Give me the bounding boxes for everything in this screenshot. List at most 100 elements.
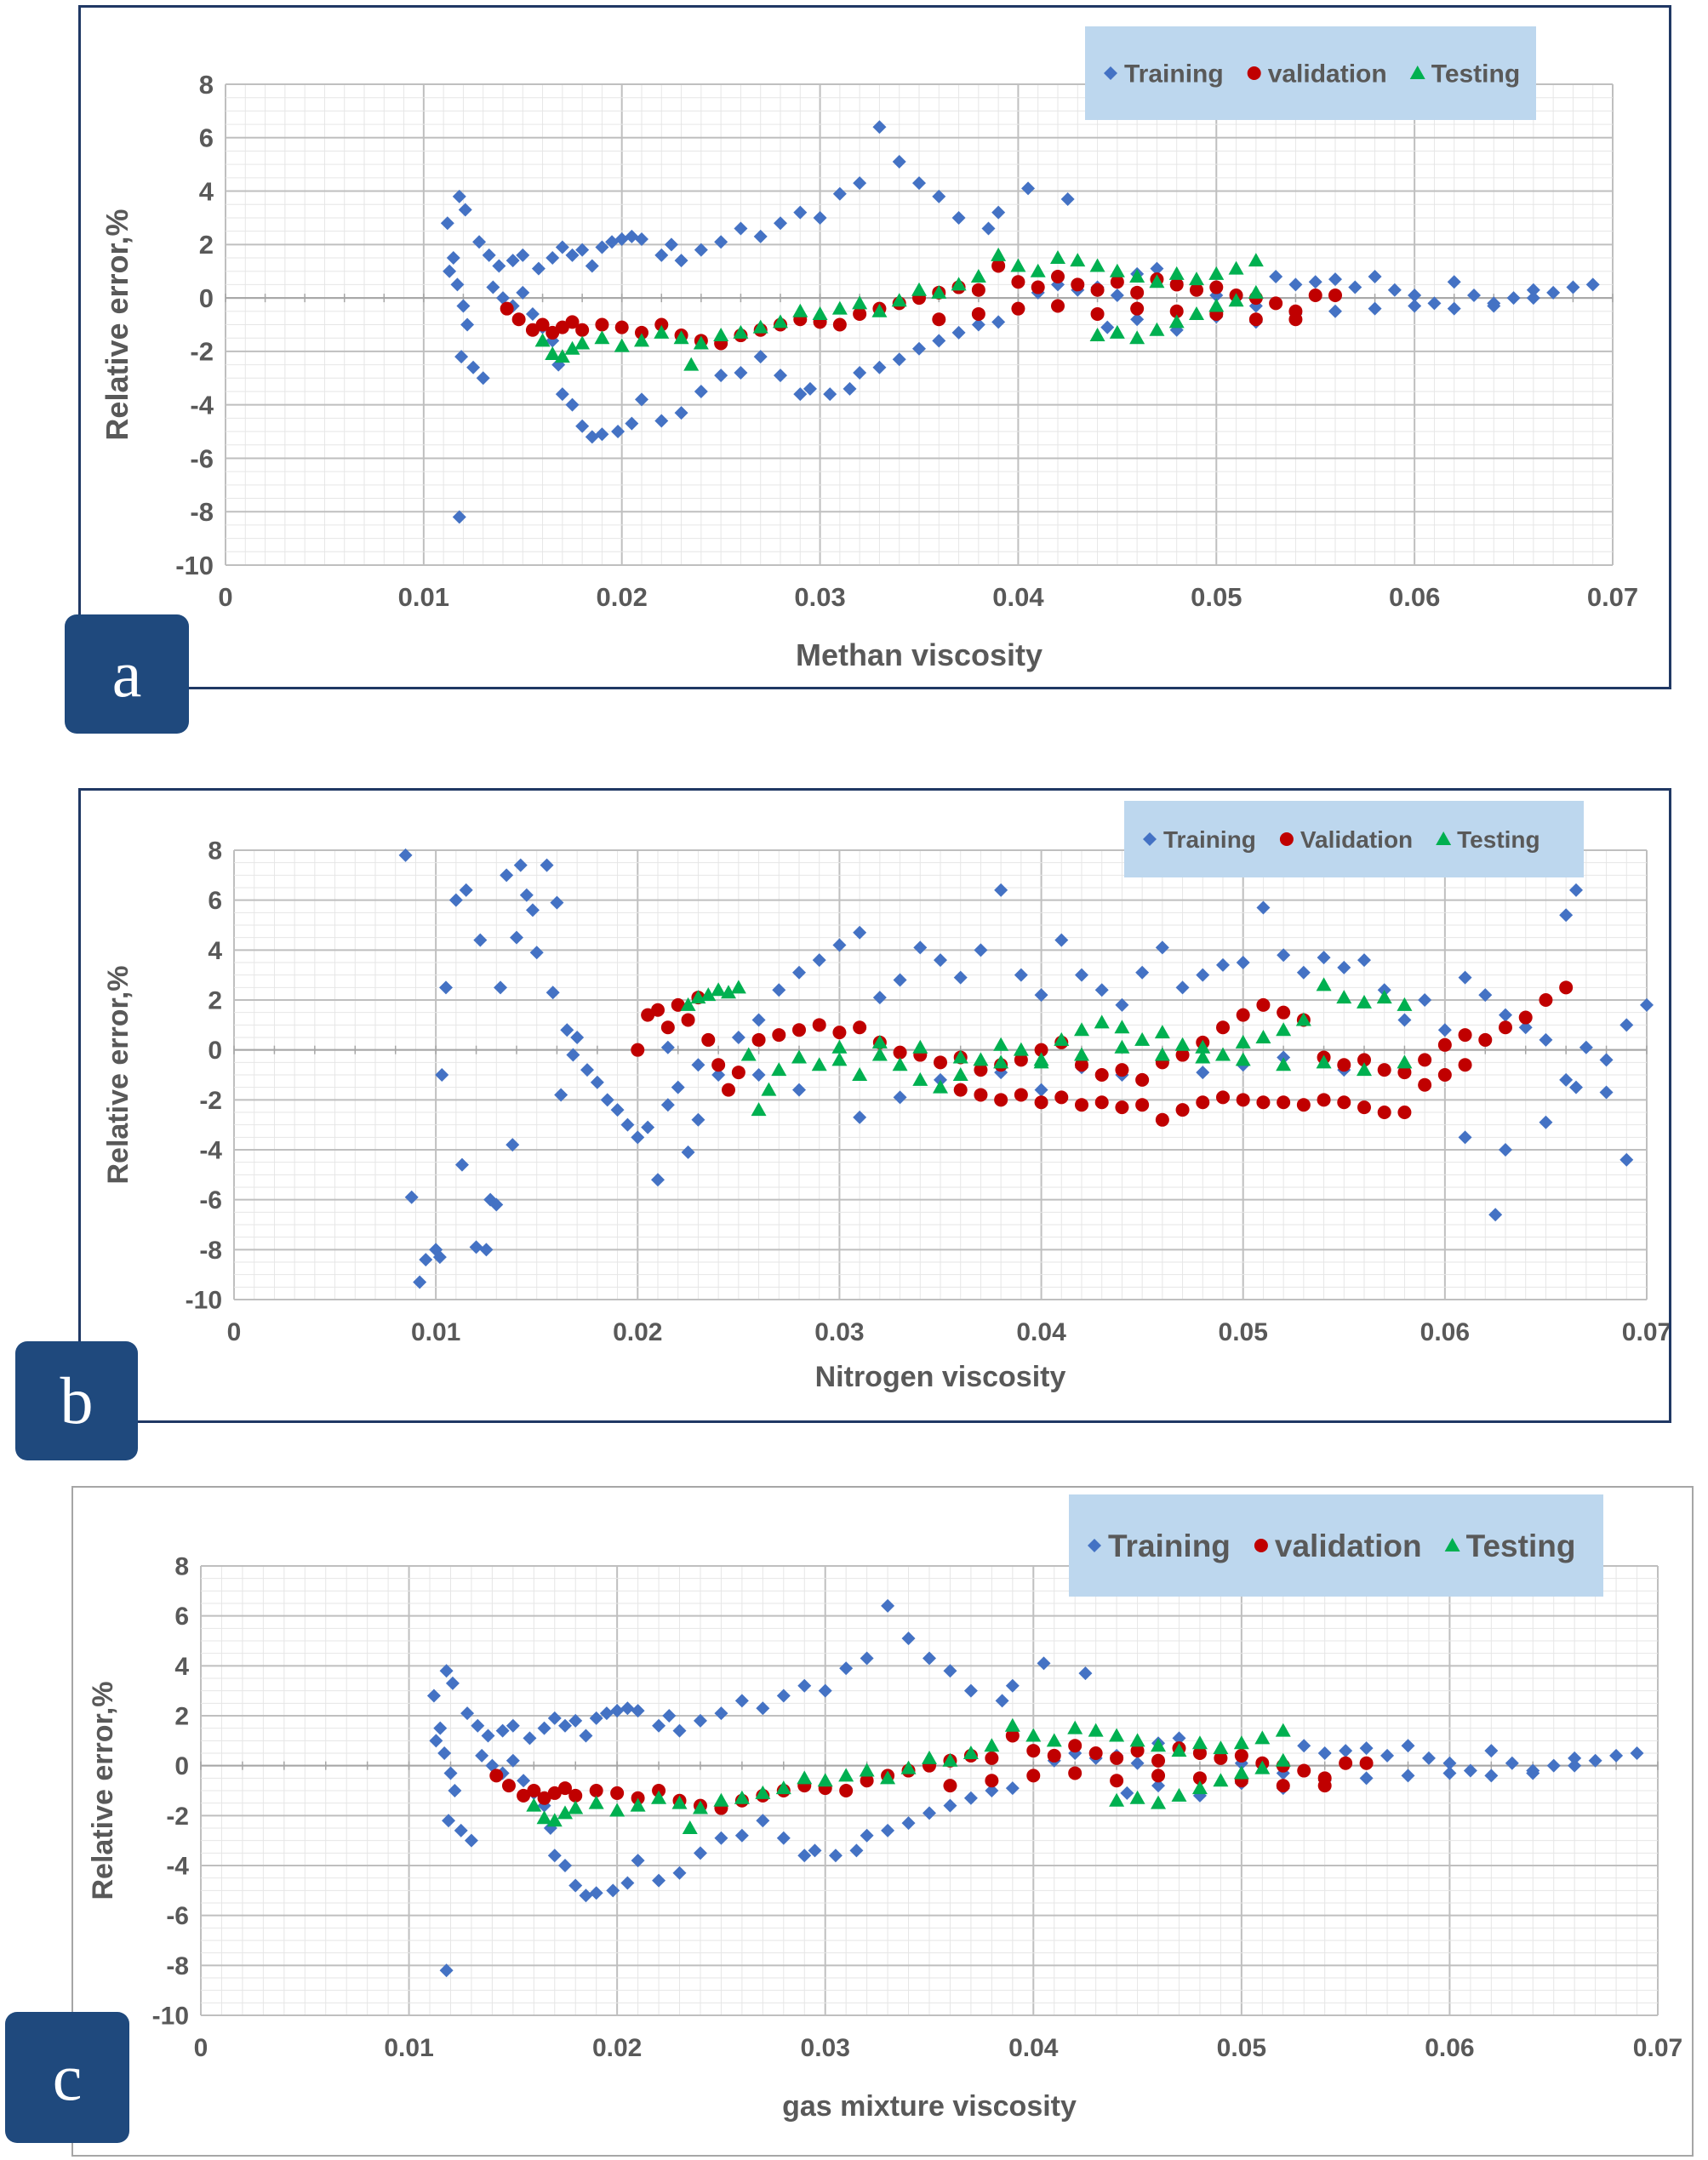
y-tick-label: -6 — [166, 1902, 189, 1930]
data-point-training — [753, 350, 768, 364]
data-point-training — [606, 1883, 620, 1898]
y-tick-label: -6 — [199, 1186, 222, 1214]
data-point-training — [1339, 1744, 1353, 1758]
data-point-training — [610, 1704, 625, 1718]
y-tick-label: -10 — [186, 1287, 222, 1315]
data-point-training — [691, 1112, 705, 1127]
data-point-testing — [713, 1792, 729, 1807]
data-point-testing — [564, 340, 580, 355]
data-point-training — [537, 1721, 551, 1735]
data-point-testing — [1109, 324, 1125, 339]
data-point-validation — [1559, 980, 1574, 995]
series-testing — [680, 977, 1413, 1117]
data-point-training — [943, 1798, 957, 1813]
data-point-testing — [991, 247, 1007, 261]
data-point-validation — [1359, 1756, 1374, 1770]
y-tick-label: -2 — [199, 1087, 222, 1115]
data-point-training — [555, 387, 569, 402]
data-point-training — [932, 189, 946, 203]
data-point-training — [892, 155, 906, 169]
data-point-testing — [1208, 298, 1225, 312]
data-point-training — [513, 858, 528, 872]
data-point-training — [525, 903, 540, 917]
data-point-validation — [568, 1788, 583, 1803]
data-point-testing — [1213, 1773, 1229, 1787]
data-point-training — [560, 1023, 574, 1037]
data-point-validation — [1276, 1779, 1290, 1793]
data-point-testing — [922, 1750, 937, 1764]
data-point-training — [714, 1706, 728, 1721]
data-point-testing — [817, 1773, 833, 1787]
data-point-validation — [1075, 1098, 1088, 1112]
data-point-validation — [1277, 1095, 1291, 1110]
legend-marker-validation — [1279, 832, 1294, 846]
data-point-validation — [1234, 1748, 1248, 1763]
data-point-testing — [993, 1054, 1009, 1069]
data-point-validation — [1011, 301, 1025, 316]
data-point-testing — [634, 333, 649, 347]
data-point-testing — [831, 1039, 848, 1054]
data-point-testing — [993, 1037, 1009, 1051]
chart-a: 0 0.01 0.02 0.03 0.04 0.05 0.06 0.07 8 6 4 2 0 -2 -4 -6… — [100, 26, 1638, 672]
data-point-training — [575, 419, 590, 433]
data-point-testing — [831, 300, 848, 315]
data-point-validation — [1499, 1020, 1512, 1035]
data-point-training — [1467, 288, 1481, 302]
data-point-testing — [900, 1760, 917, 1774]
data-point-training — [439, 1963, 454, 1978]
data-point-validation — [1115, 1100, 1129, 1115]
data-point-training — [495, 1723, 510, 1738]
y-tick-label: 2 — [199, 230, 214, 260]
y-tick-label: -4 — [166, 1853, 189, 1881]
data-point-validation — [934, 1055, 947, 1070]
data-point-training — [590, 1075, 604, 1089]
data-point-testing — [1074, 1047, 1089, 1061]
data-point-training — [893, 973, 907, 987]
x-tick-label: 0 — [227, 1318, 242, 1346]
data-point-training — [454, 1823, 468, 1837]
data-point-validation — [1297, 1763, 1311, 1778]
data-point-training — [529, 946, 544, 960]
data-point-testing — [1109, 1728, 1125, 1742]
data-point-training — [772, 983, 786, 997]
data-point-testing — [838, 1768, 854, 1782]
data-point-training — [1546, 285, 1561, 300]
data-point-training — [1499, 1008, 1512, 1022]
data-point-testing — [871, 1047, 888, 1061]
data-point-validation — [974, 1063, 988, 1077]
data-point-training — [1539, 1115, 1553, 1129]
data-point-training — [631, 1854, 645, 1868]
data-point-training — [951, 325, 966, 340]
data-point-validation — [631, 1043, 645, 1057]
data-point-testing — [594, 330, 610, 345]
data-point-testing — [693, 335, 709, 350]
data-point-testing — [673, 330, 689, 345]
data-point-validation — [772, 1028, 786, 1043]
series-training — [426, 1598, 1644, 1978]
data-point-training — [1269, 270, 1283, 283]
data-point-testing — [1235, 1052, 1251, 1066]
data-point-validation — [1094, 1068, 1109, 1082]
data-point-validation — [1337, 1095, 1351, 1110]
data-point-validation — [731, 1066, 745, 1080]
data-point-testing — [1295, 1012, 1311, 1026]
data-point-training — [849, 1843, 864, 1858]
data-point-validation — [1357, 1053, 1371, 1067]
data-point-training — [1408, 299, 1422, 313]
data-point-training — [1397, 1013, 1412, 1027]
data-point-validation — [832, 317, 847, 332]
data-point-validation — [1034, 1095, 1048, 1110]
data-point-training — [585, 259, 599, 273]
data-point-validation — [500, 301, 514, 316]
data-point-testing — [609, 1803, 626, 1817]
data-point-training — [1005, 1678, 1020, 1693]
data-point-training — [486, 280, 500, 294]
data-point-training — [1585, 277, 1600, 292]
data-point-training — [674, 406, 688, 420]
data-point-testing — [682, 1820, 698, 1834]
data-point-training — [853, 1110, 867, 1124]
data-point-training — [429, 1734, 443, 1748]
series-testing — [526, 1717, 1291, 1834]
data-point-testing — [792, 303, 808, 317]
data-point-training — [443, 264, 457, 278]
